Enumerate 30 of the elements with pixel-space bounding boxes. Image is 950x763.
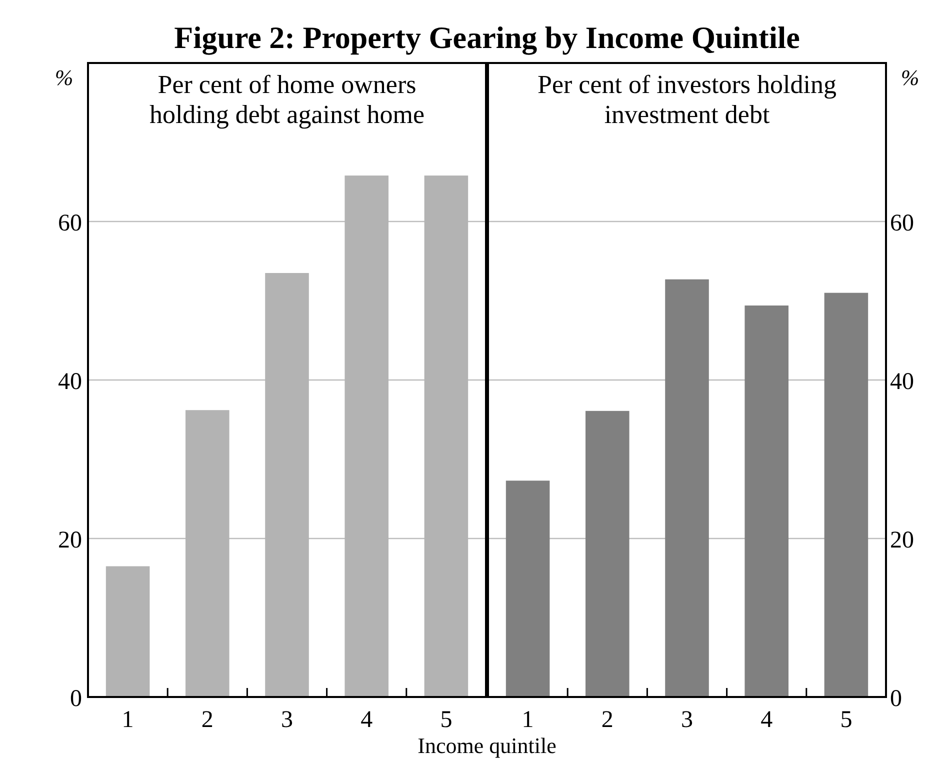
y-axis-title: % (900, 65, 920, 90)
x-axis-title: Income quintile (418, 733, 556, 758)
x-tick-label: 3 (681, 707, 693, 733)
bar (506, 480, 550, 697)
bar (665, 279, 709, 697)
x-tick-label: 3 (281, 707, 293, 733)
text: Per cent of home owners holding debt against home (149, 70, 425, 129)
x-tick-label: 2 (201, 707, 214, 733)
y-tick-label: 60 (58, 210, 82, 236)
x-tick-label: 4 (760, 707, 773, 733)
bar (744, 306, 788, 697)
y-tick-label: 60 (890, 210, 914, 236)
bar (106, 566, 150, 697)
x-tick-label: 2 (601, 707, 614, 733)
text: Per cent of investors holding investment debt (538, 70, 836, 129)
y-tick-label: 20 (890, 528, 914, 554)
y-axis-title: % (54, 65, 74, 90)
chart-title: Figure 2: Property Gearing by Income Quintile (174, 20, 800, 55)
x-tick-label: 1 (122, 707, 134, 733)
bar (586, 410, 630, 697)
x-tick-label: 1 (522, 707, 534, 733)
y-tick-label: 40 (58, 369, 82, 395)
y-tick-label: 0 (70, 686, 82, 712)
y-tick-label: 40 (890, 369, 914, 395)
y-tick-label: 20 (58, 528, 82, 554)
x-tick-label: 5 (840, 707, 852, 733)
x-tick-label: 4 (360, 707, 373, 733)
x-tick-label: 5 (440, 707, 452, 733)
bar (824, 292, 868, 697)
y-tick-label: 0 (890, 686, 902, 712)
